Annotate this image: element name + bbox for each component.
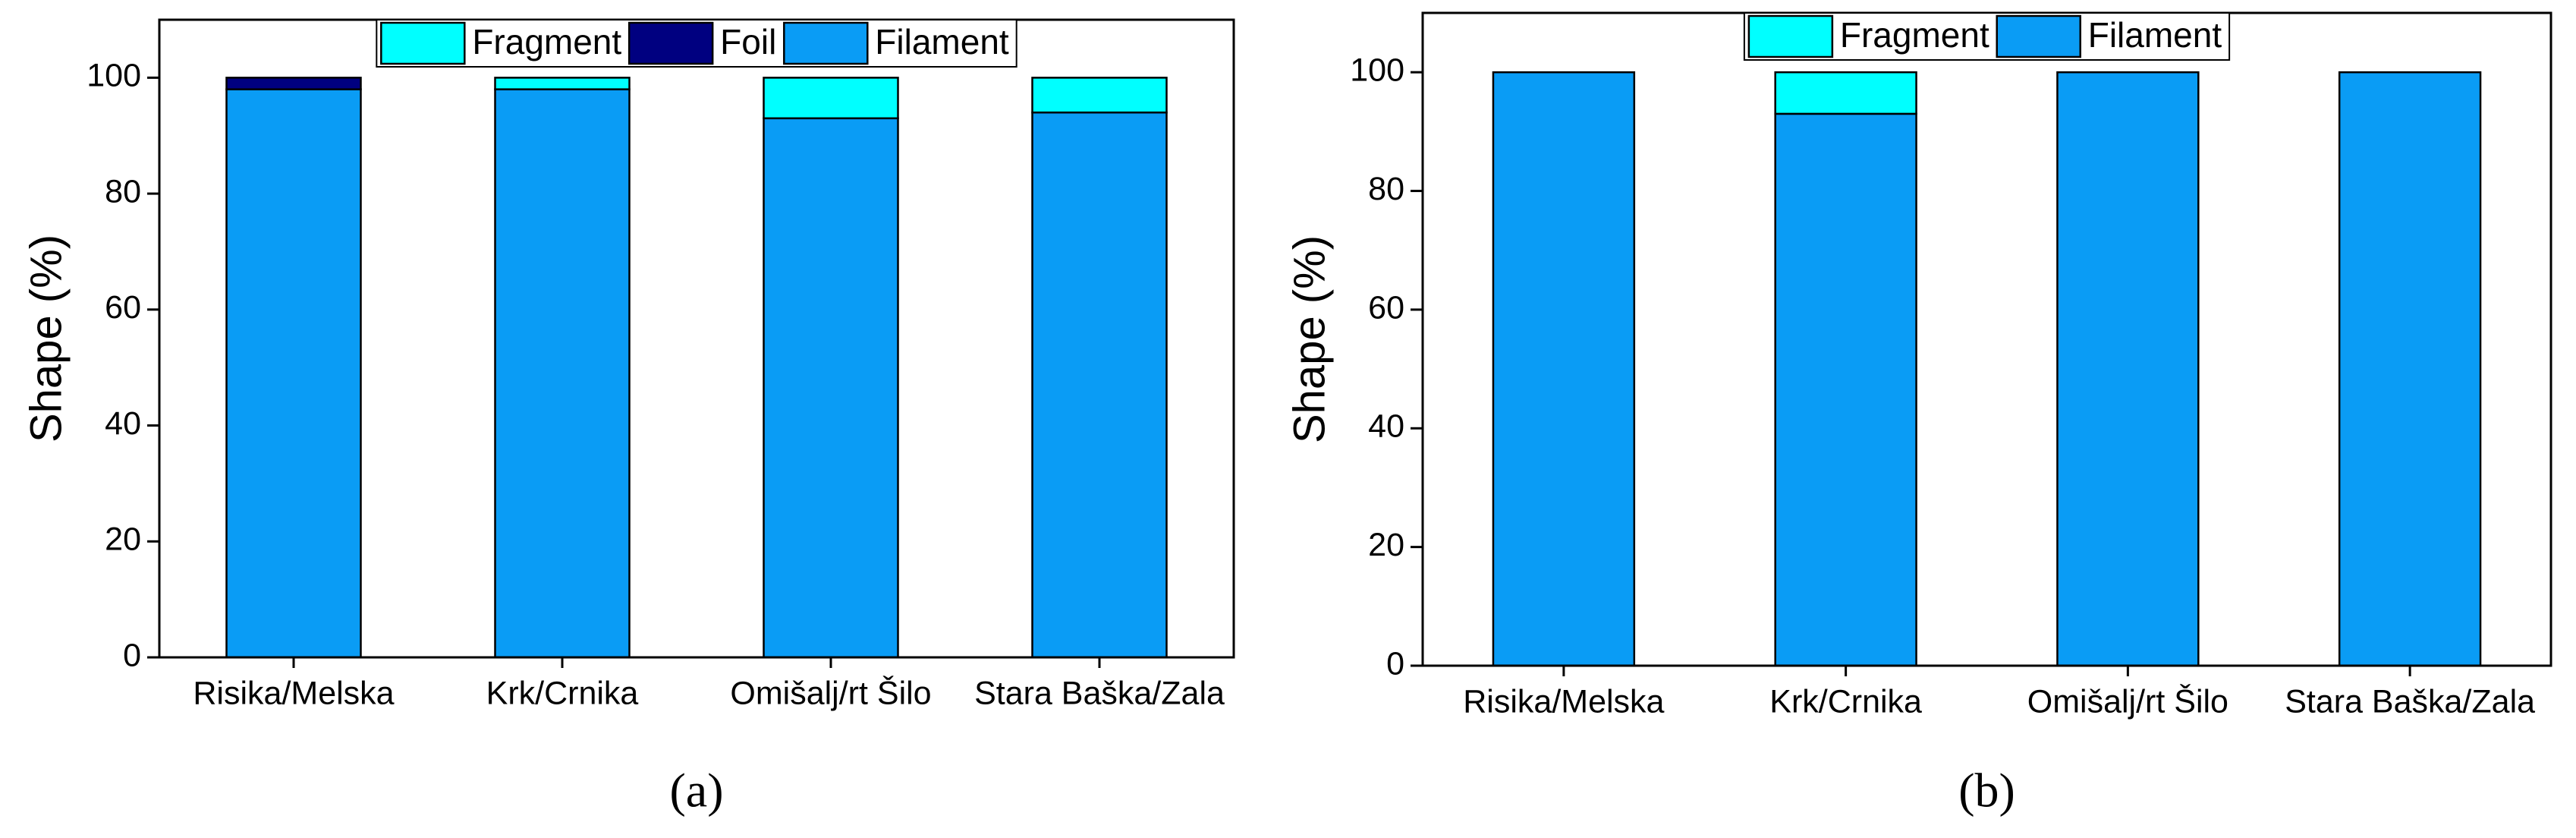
y-axis-title: Shape (%) bbox=[21, 235, 71, 443]
legend-label: Foil bbox=[720, 22, 776, 61]
bar-segment bbox=[494, 88, 631, 659]
legend-label: Fragment bbox=[472, 22, 621, 61]
bar-segment bbox=[1774, 112, 1917, 667]
panel-caption: (a) bbox=[669, 764, 723, 818]
y-tick-label: 20 bbox=[105, 521, 141, 558]
x-tick-label: Omišalj/rt Šilo bbox=[2027, 683, 2228, 720]
bar-segment bbox=[494, 77, 631, 90]
y-tick-label: 0 bbox=[123, 637, 141, 673]
bar-segment bbox=[225, 88, 362, 659]
bar-segment bbox=[2338, 71, 2482, 667]
legend-swatch bbox=[1996, 14, 2081, 58]
legend-swatch bbox=[380, 21, 466, 65]
bar-segment bbox=[225, 77, 362, 90]
y-axis-title: Shape (%) bbox=[1285, 235, 1334, 443]
bar-segment bbox=[2056, 71, 2200, 667]
bar-segment bbox=[763, 77, 899, 120]
y-tick-label: 60 bbox=[1368, 289, 1404, 326]
legend: Fragment Filament bbox=[1743, 12, 2231, 61]
legend-label: Filament bbox=[2088, 15, 2222, 55]
panel-caption: (b) bbox=[1958, 764, 2015, 818]
bar-segment bbox=[1774, 71, 1917, 115]
bar-segment bbox=[763, 117, 899, 659]
y-tick-label: 80 bbox=[105, 173, 141, 210]
y-tick-label: 100 bbox=[1350, 52, 1404, 89]
y-tick-label: 20 bbox=[1368, 527, 1404, 563]
bar-segment bbox=[1031, 77, 1168, 114]
legend-swatch bbox=[783, 21, 869, 65]
legend-label: Filament bbox=[875, 22, 1009, 61]
legend-label: Fragment bbox=[1840, 15, 1989, 55]
x-tick-label: Omišalj/rt Šilo bbox=[730, 675, 931, 711]
bar-segment bbox=[1492, 71, 1636, 667]
legend: Fragment Foil Filament bbox=[376, 19, 1018, 68]
y-tick-label: 0 bbox=[1386, 645, 1404, 682]
x-tick-label: Stara Baška/Zala bbox=[2285, 683, 2535, 720]
y-tick-label: 100 bbox=[86, 58, 141, 94]
x-tick-label: Stara Baška/Zala bbox=[974, 675, 1225, 711]
legend-swatch bbox=[1747, 14, 1834, 58]
y-tick-label: 40 bbox=[105, 405, 141, 442]
y-tick-label: 40 bbox=[1368, 408, 1404, 445]
x-tick-label: Krk/Crnika bbox=[486, 675, 639, 711]
x-tick-label: Risika/Melska bbox=[193, 675, 394, 711]
legend-swatch bbox=[627, 21, 714, 65]
y-tick-label: 80 bbox=[1368, 171, 1404, 207]
x-tick-label: Risika/Melska bbox=[1463, 683, 1664, 720]
x-tick-label: Krk/Crnika bbox=[1769, 683, 1922, 720]
bar-segment bbox=[1031, 111, 1168, 659]
y-tick-label: 60 bbox=[105, 289, 141, 326]
